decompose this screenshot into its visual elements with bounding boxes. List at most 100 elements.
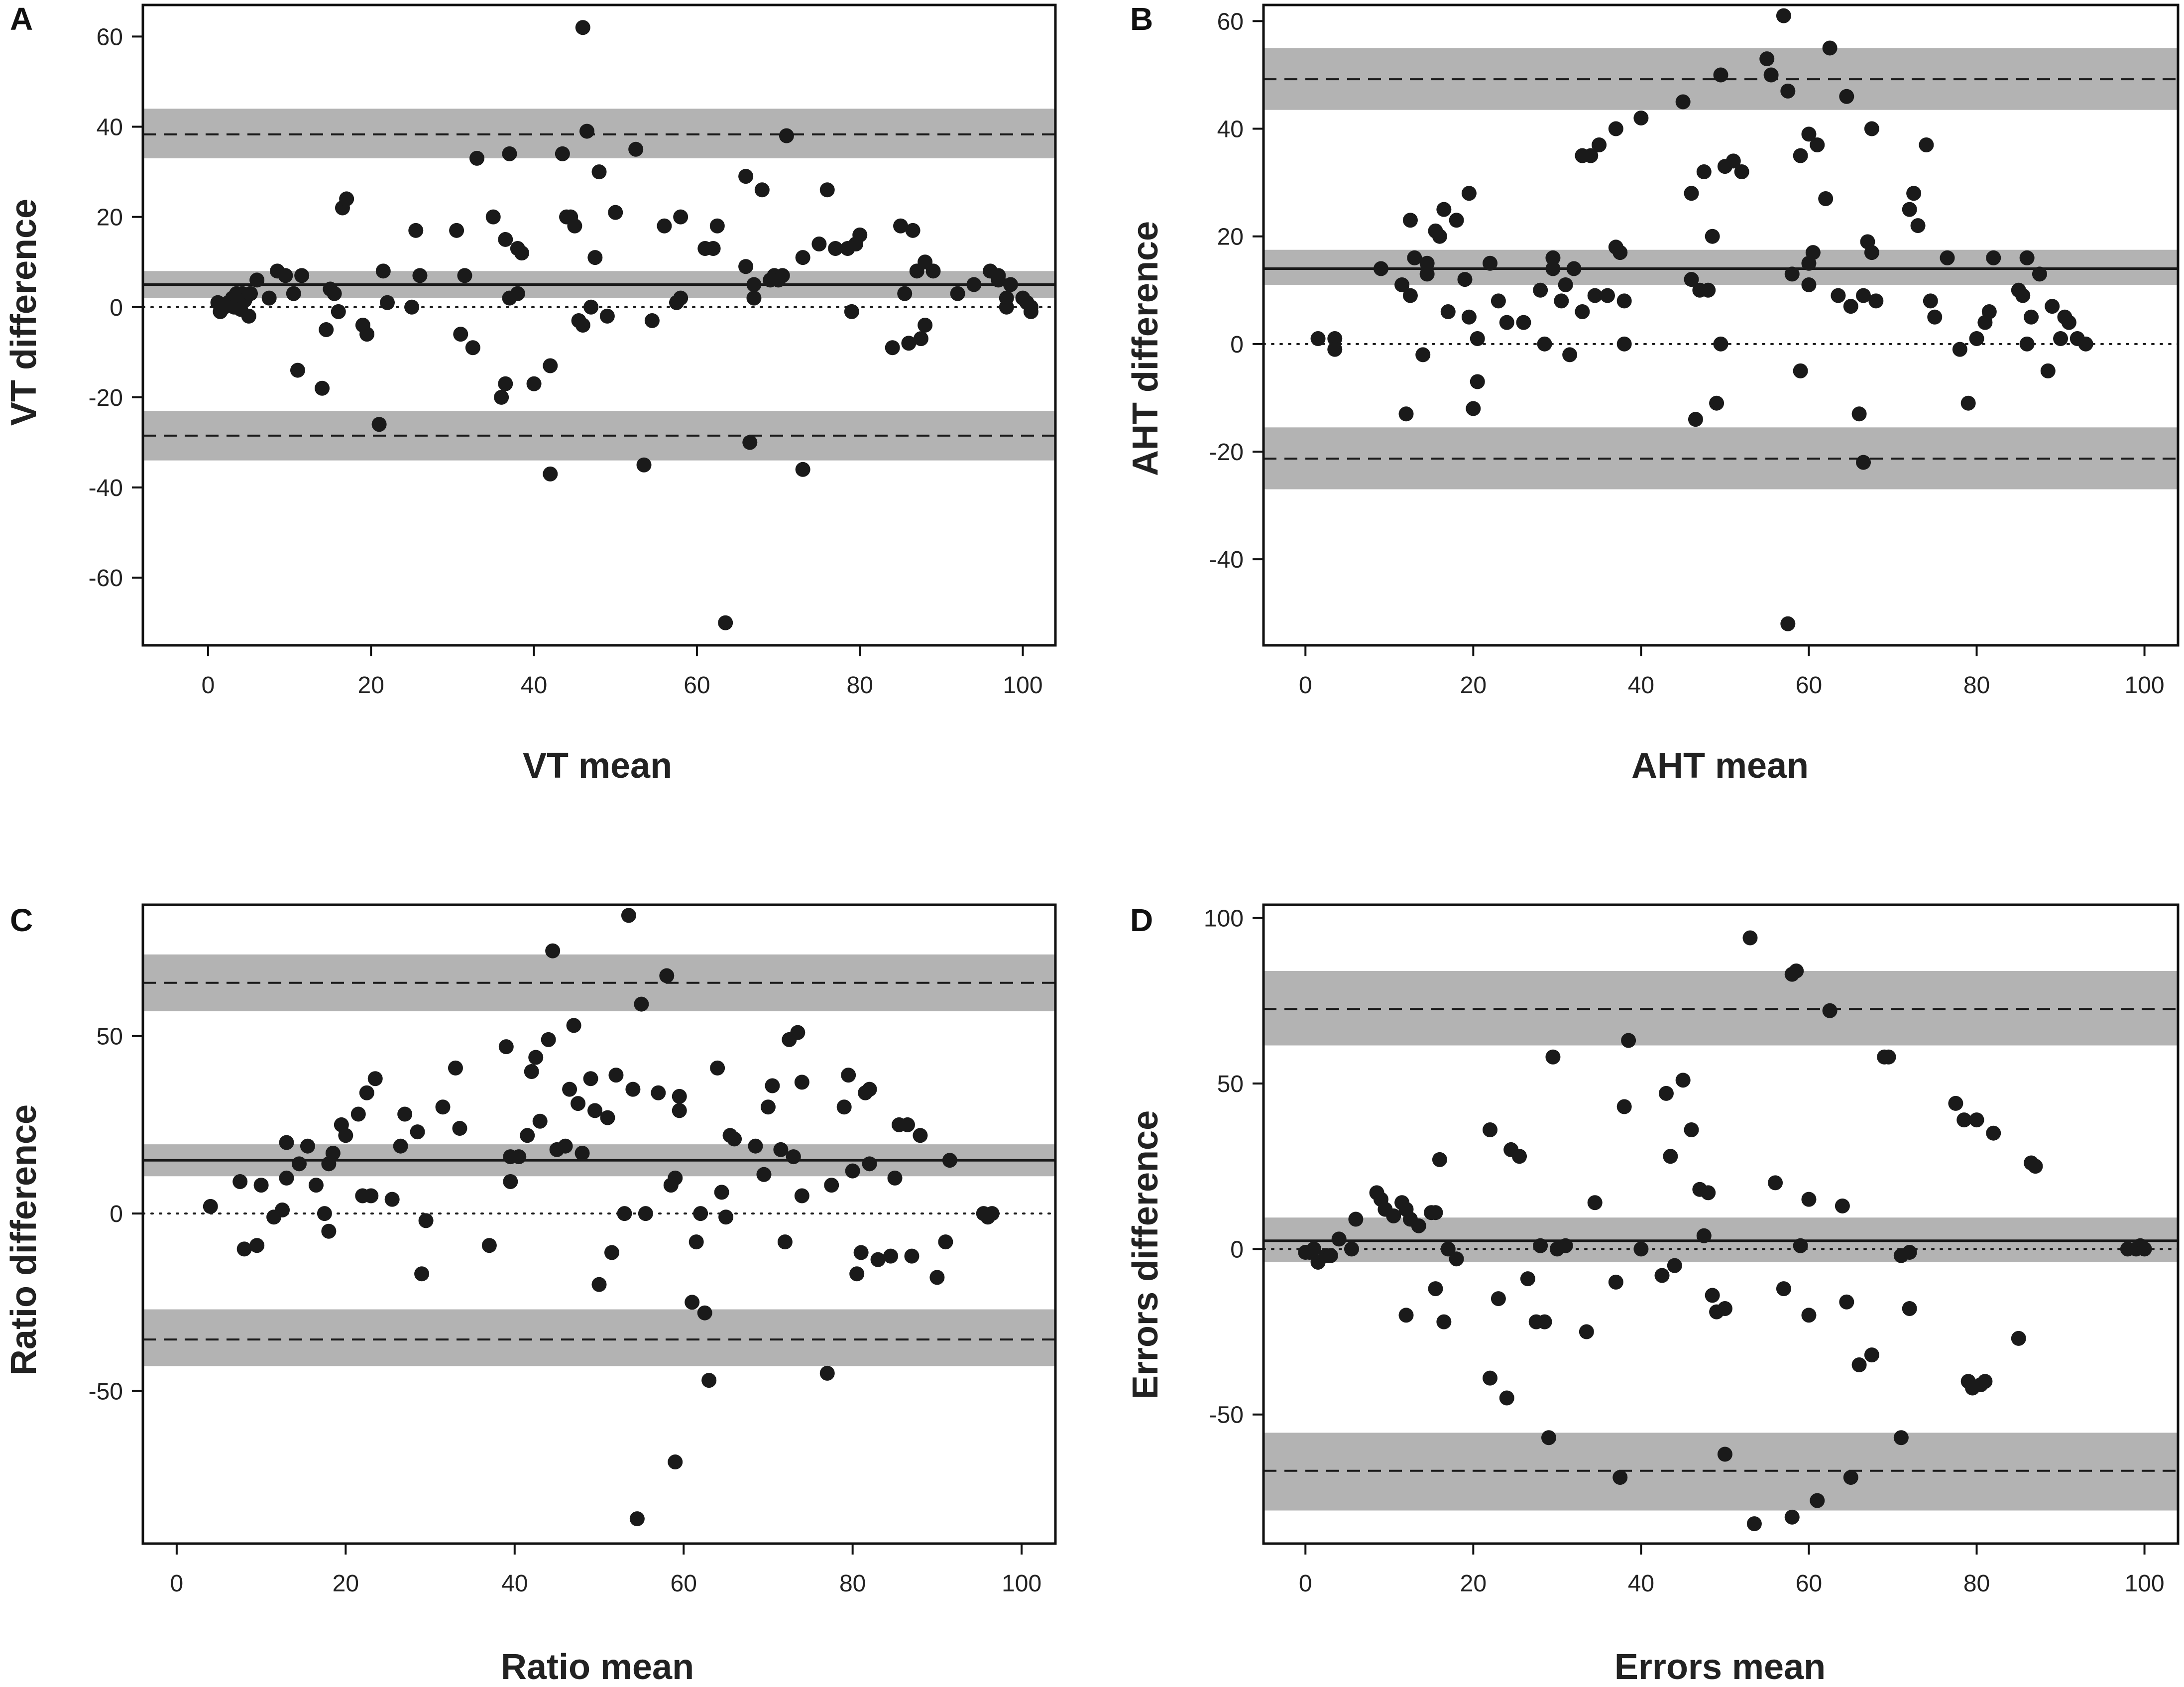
panel-b-data-point [1776, 8, 1791, 23]
panel-d-data-point [1621, 1033, 1636, 1048]
panel-c-data-point [566, 1018, 581, 1033]
panel-b-data-point [1537, 336, 1552, 352]
panel-c-lower-band [143, 1309, 1055, 1366]
panel-a-data-point [999, 299, 1014, 315]
panel-a-data-point [819, 182, 835, 198]
panel-d-letter: D [1130, 902, 1153, 938]
panel-d-y-tick-label: 50 [1217, 1071, 1244, 1097]
panel-d-data-point [1533, 1238, 1548, 1253]
panel-c-data-point [984, 1206, 1000, 1221]
panel-b-data-point [1684, 186, 1699, 201]
panel-b-data-point [1763, 67, 1779, 83]
panel-c-data-point [718, 1209, 734, 1225]
panel-b-data-point [2040, 363, 2056, 378]
panel-c-data-point [913, 1128, 928, 1143]
panel-b-points [1310, 8, 2093, 631]
panel-a-data-point [591, 164, 607, 180]
panel-d-data-point [1499, 1390, 1514, 1406]
panel-d-data-point [1675, 1073, 1691, 1088]
panel-d-data-point [1658, 1085, 1674, 1101]
panel-b-data-point [1608, 121, 1623, 136]
panel-a-data-point [449, 223, 464, 238]
panel-a-data-point [583, 299, 599, 315]
panel-b-data-point [2045, 299, 2060, 314]
panel-c-data-point [600, 1110, 615, 1125]
panel-d-plot-area [1262, 903, 2180, 1545]
panel-d-data-point [1306, 1241, 1322, 1257]
panel-d-x-tick-label: 80 [1963, 1570, 1990, 1597]
panel-b-data-point [1394, 277, 1410, 292]
panel-c-data-point [668, 1454, 683, 1470]
panel-c-y-tick-label: 0 [110, 1201, 123, 1227]
panel-b-data-point [1923, 293, 1938, 309]
panel-c-data-point [794, 1188, 809, 1204]
panel-c-data-point [325, 1145, 341, 1161]
panel-c-data-point [849, 1266, 865, 1282]
panel-b-y-tick-label: 0 [1230, 332, 1244, 358]
panel-c-y-tick-label: -50 [89, 1379, 123, 1405]
panel-b-data-point [1780, 83, 1796, 99]
panel-c-y-tick-label: 50 [97, 1024, 123, 1050]
panel-b-y-ticks: -40 -20 0 20 40 60 [1209, 8, 1264, 573]
panel-d-data-point [1843, 1470, 1858, 1485]
panel-b-data-point [2024, 309, 2039, 325]
panel-c-data-point [397, 1106, 413, 1122]
panel-c-data-point [418, 1213, 434, 1228]
panel-b-x-tick-label: 100 [2125, 672, 2165, 699]
panel-d-data-point [1541, 1430, 1557, 1446]
panel-c-data-point [503, 1174, 518, 1189]
panel-c-data-point [236, 1241, 252, 1257]
panel-b-data-point [1533, 282, 1548, 298]
panel-d-data-point [1386, 1208, 1401, 1223]
panel-d-data-point [1440, 1241, 1456, 1257]
panel-c-x-tick-label: 60 [671, 1570, 697, 1597]
panel-a-data-point [408, 223, 424, 238]
panel-b-data-point [1986, 250, 2001, 265]
panel-b-data-point [1583, 148, 1599, 163]
panel-c-data-point [710, 1060, 725, 1076]
panel-d-data-point [1717, 1301, 1732, 1317]
panel-a-data-point [319, 322, 334, 338]
panel-b-data-point [1696, 164, 1712, 180]
panel-c-data-point [350, 1106, 366, 1122]
panel-a-data-point [905, 223, 920, 238]
panel-d: -50 0 50 100 0 20 40 60 80 100 D Errors mean Err… [1126, 902, 2180, 1687]
panel-a-data-point [587, 250, 603, 265]
panel-c-data-point [414, 1266, 430, 1282]
panel-b-data-point [1419, 255, 1435, 271]
panel-a-data-point [543, 466, 558, 482]
panel-a-x-tick-label: 0 [202, 672, 215, 699]
panel-c-data-point [363, 1188, 379, 1204]
panel-a-data-point [966, 277, 982, 292]
panel-d-data-point [1864, 1347, 1879, 1363]
panel-b-data-point [1483, 255, 1498, 271]
panel-c-data-point [629, 1511, 645, 1527]
panel-c-data-point [938, 1234, 953, 1250]
panel-c-y-title: Ratio difference [4, 1104, 44, 1375]
panel-c-data-point [532, 1113, 548, 1129]
panel-a-data-point [636, 457, 652, 473]
panel-b-data-point [1545, 250, 1561, 265]
panel-d-data-point [1789, 963, 1804, 978]
panel-d-data-point [1616, 1099, 1632, 1114]
panel-c-data-point [819, 1365, 835, 1381]
panel-d-data-point [1432, 1152, 1447, 1167]
panel-d-data-point [1612, 1470, 1628, 1485]
panel-d-data-point [1411, 1218, 1426, 1233]
panel-b-data-point [1709, 395, 1724, 411]
panel-b-data-point [1616, 293, 1632, 309]
panel-c-data-point [232, 1174, 248, 1189]
panel-b-data-point [1612, 245, 1628, 260]
panel-a-data-point [331, 304, 346, 319]
panel-c-letter: C [10, 902, 33, 938]
panel-b-data-point [1831, 288, 1846, 303]
panel-a-data-point [567, 218, 582, 234]
panel-a-data-point [897, 286, 913, 301]
panel-a-letter: A [10, 1, 33, 37]
panel-d-data-point [1428, 1205, 1443, 1220]
panel-b-x-tick-label: 60 [1796, 672, 1822, 699]
panel-d-x-tick-label: 0 [1299, 1570, 1312, 1597]
panel-a-data-point [913, 331, 928, 347]
panel-d-data-point [1483, 1122, 1498, 1138]
panel-c-data-point [862, 1082, 877, 1097]
